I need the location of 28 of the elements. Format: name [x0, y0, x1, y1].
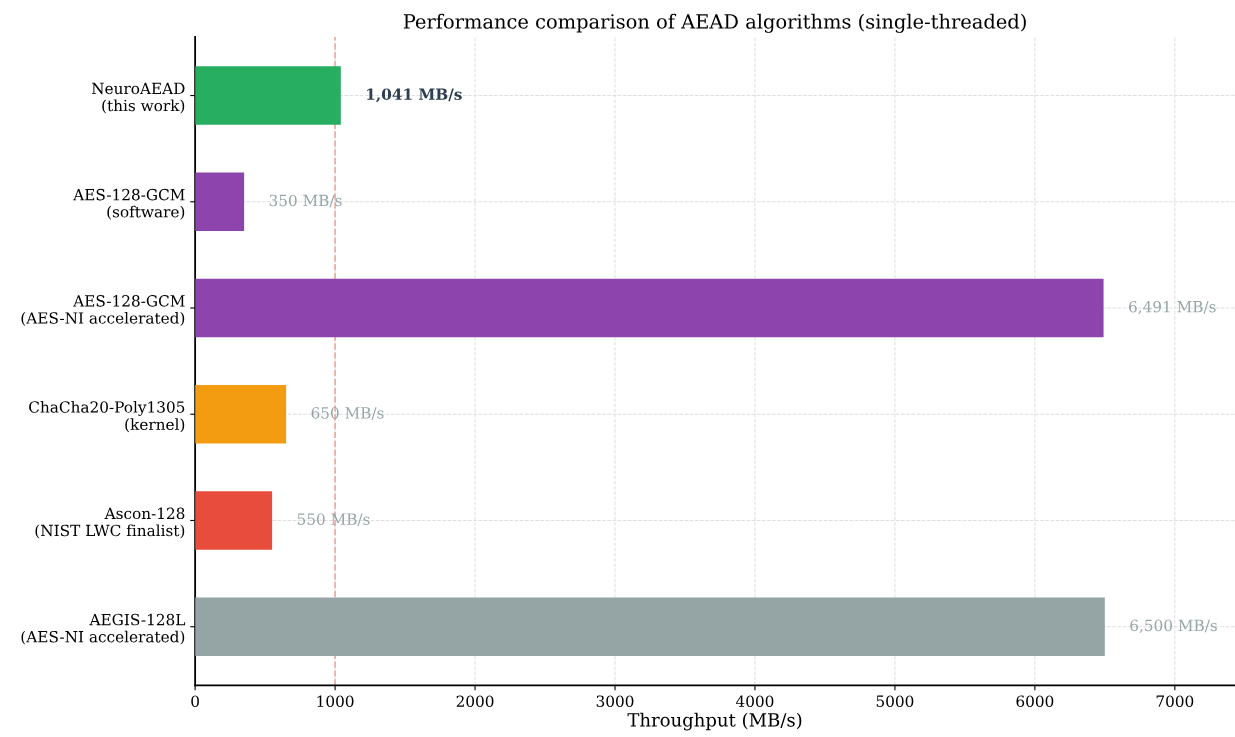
- y-tick-label: AES-128-GCM (software): [73, 188, 185, 220]
- x-tick-label: 5000: [876, 695, 914, 707]
- x-tick-label: 4000: [735, 695, 774, 707]
- x-tick-label: 7000: [1156, 695, 1194, 707]
- data-label: 6,500 MB/s: [1130, 619, 1217, 634]
- data-label: 350 MB/s: [269, 194, 342, 208]
- chart-title: Performance comparison of AEAD algorithms (single-threaded): [403, 13, 1026, 33]
- bar: [195, 491, 273, 550]
- data-label: 550 MB/s: [297, 513, 370, 527]
- bar: [195, 172, 245, 231]
- data-label: 650 MB/s: [311, 407, 384, 420]
- y-tick-label: Ascon-128 (NIST LWC finalist): [35, 507, 185, 539]
- x-tick-label: 6000: [1016, 695, 1054, 707]
- data-label: 6,491 MB/s: [1129, 300, 1216, 315]
- y-tick-label: AES-128-GCM (AES-NI accelerated): [21, 295, 185, 326]
- data-label: 1,041 MB/s: [367, 88, 462, 103]
- x-tick-label: 3000: [596, 695, 634, 707]
- x-axis-title: Throughput (MB/s): [627, 712, 802, 731]
- bar: [195, 385, 287, 444]
- y-tick-label: AEGIS-128L (AES-NI accelerated): [21, 613, 186, 645]
- x-tick-label: 2000: [456, 695, 494, 707]
- bar: [195, 597, 1105, 656]
- bar: [195, 278, 1104, 338]
- x-tick-label: 1000: [317, 695, 354, 707]
- x-tick-label: 0: [191, 695, 199, 707]
- y-tick-label: NeuroAEAD (this work): [91, 82, 185, 114]
- bar: [195, 66, 341, 125]
- y-tick-label: ChaCha20-Poly1305 (kernel): [29, 400, 185, 433]
